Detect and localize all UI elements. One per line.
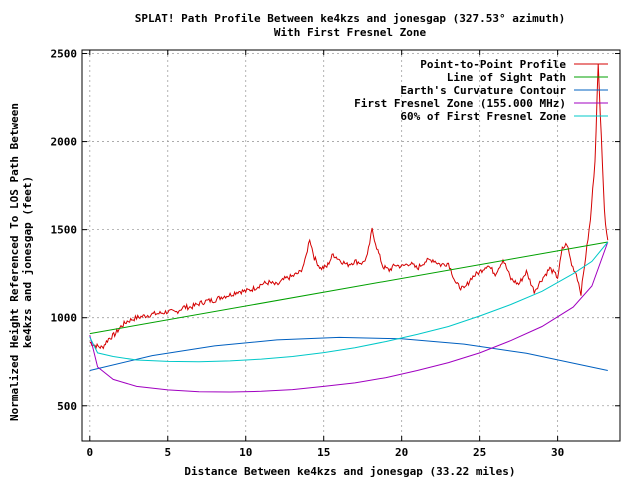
x-tick-label: 0 (86, 446, 93, 459)
series-line-1 (89, 241, 608, 335)
axis-ticks: 0 5 10 15 20 25 30 500 1000 1500 2000 2500 (51, 48, 620, 459)
series-line-4 (89, 241, 609, 363)
x-tick-label: 15 (317, 446, 330, 459)
legend-label: Point-to-Point Profile (420, 58, 566, 71)
y-tick-label: 2500 (51, 48, 78, 61)
series-line-2 (89, 336, 608, 371)
y-axis-label: Normalized Height Referenced To LOS Path… (8, 103, 21, 421)
x-tick-label: 30 (551, 446, 564, 459)
x-tick-label: 5 (164, 446, 171, 459)
series-line-3 (89, 241, 609, 393)
x-axis-label: Distance Between ke4kzs and jonesgap (33… (184, 465, 515, 478)
legend-label: Line of Sight Path (447, 71, 566, 84)
chart-title: SPLAT! Path Profile Between ke4kzs and j… (135, 12, 565, 25)
legend-label: First Fresnel Zone (155.000 MHz) (354, 97, 566, 110)
y-tick-label: 1000 (51, 312, 78, 325)
y-tick-label: 1500 (51, 224, 78, 237)
series-lines (89, 63, 609, 393)
series-line-0 (89, 63, 609, 350)
y-tick-label: 500 (57, 400, 77, 413)
plot-frame (81, 49, 621, 442)
legend-label: 60% of First Fresnel Zone (400, 110, 566, 123)
grid (82, 50, 620, 441)
x-tick-label: 10 (239, 446, 252, 459)
legend-label: Earth's Curvature Contour (400, 84, 566, 97)
chart-subtitle: With First Fresnel Zone (274, 26, 427, 39)
x-tick-label: 25 (473, 446, 486, 459)
y-axis-label-line2: ke4kzs and jonesgap (feet) (21, 176, 34, 348)
y-tick-label: 2000 (51, 136, 78, 149)
x-tick-label: 20 (395, 446, 408, 459)
